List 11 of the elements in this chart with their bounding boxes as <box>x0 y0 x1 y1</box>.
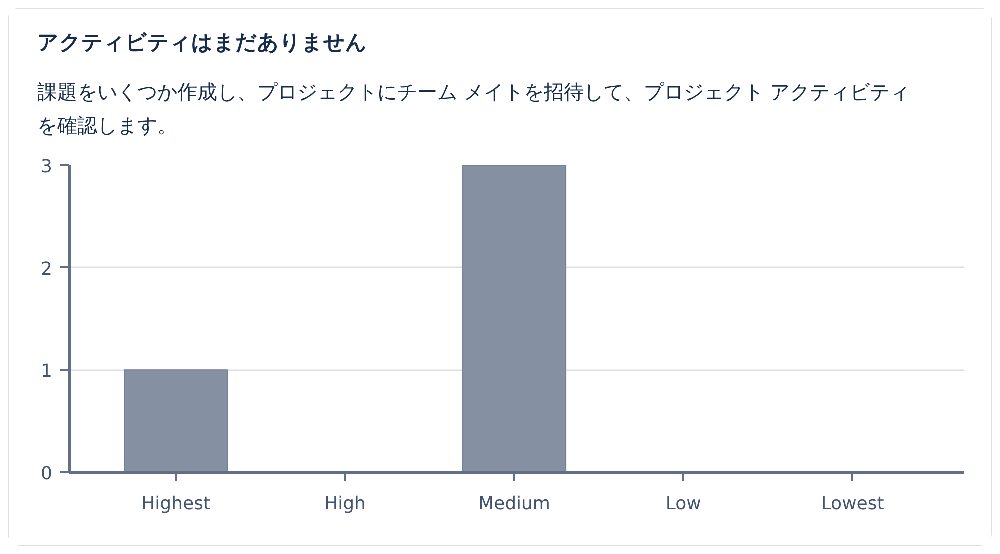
chart-title: アクティビティはまだありません <box>38 30 368 54</box>
y-tick-label: 2 <box>41 258 52 280</box>
x-tick-label: Highest <box>142 494 211 514</box>
x-tick-label: High <box>324 494 366 514</box>
y-tick-label: 1 <box>41 361 52 382</box>
x-tick-label: Low <box>666 494 702 514</box>
y-tick-label: 3 <box>41 156 52 178</box>
x-tick-label: Lowest <box>821 494 884 514</box>
chart-subtitle: 課題をいくつか作成し、プロジェクトにチーム メイトを招待して、プロジェクト アクティビティを確認します。 <box>38 80 910 138</box>
x-tick-label: Medium <box>478 494 550 514</box>
y-tick-label: 0 <box>41 464 52 484</box>
